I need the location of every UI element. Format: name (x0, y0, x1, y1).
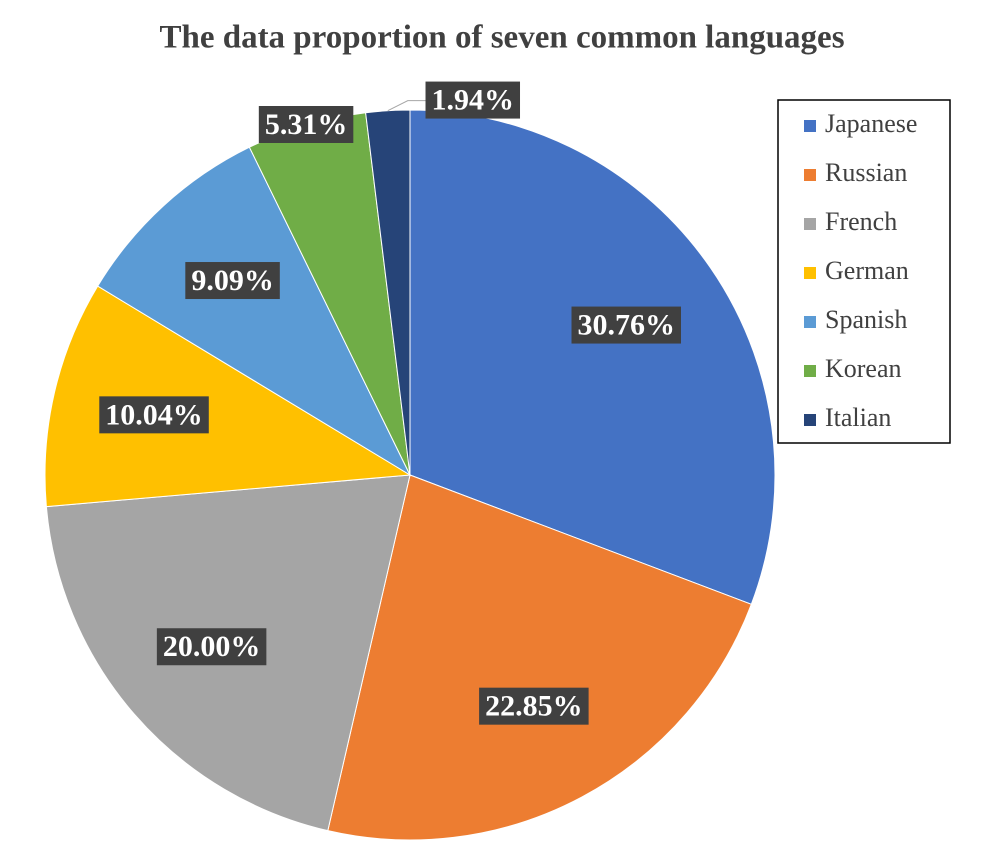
legend-label: Spanish (825, 305, 907, 334)
data-label-text: 20.00% (163, 630, 261, 663)
data-label: 10.04% (99, 396, 209, 434)
data-label-text: 1.94% (432, 84, 515, 117)
legend-label: Italian (825, 403, 891, 432)
legend-label: French (825, 207, 897, 236)
data-label-bg (156, 628, 267, 666)
pie-slice (409, 109, 776, 605)
data-label: 22.85% (479, 687, 589, 725)
leader-line (387, 100, 433, 112)
data-label-text: 22.85% (485, 690, 583, 723)
data-label: 5.31% (258, 106, 354, 144)
pie-slice (327, 474, 752, 841)
pie-slice (365, 109, 411, 476)
data-label: 30.76% (571, 306, 682, 344)
legend-label: Korean (825, 354, 902, 383)
data-label: 1.94% (425, 81, 521, 119)
data-label-bg (479, 687, 589, 725)
legend-swatch (804, 414, 816, 426)
data-label-bg (258, 106, 354, 144)
pie-slice (97, 146, 412, 477)
legend-swatch (804, 218, 816, 230)
legend-swatch (804, 267, 816, 279)
data-label-bg (185, 262, 280, 300)
pie-slice (44, 285, 412, 508)
legend-swatch (804, 365, 816, 377)
legend-swatch (804, 316, 816, 328)
data-label-bg (425, 81, 521, 119)
legend-label: Japanese (825, 109, 917, 138)
data-label: 9.09% (185, 262, 280, 300)
data-label-text: 10.04% (105, 398, 203, 431)
legend-swatch (804, 120, 816, 132)
data-label-bg (99, 396, 209, 434)
legend-swatch (804, 169, 816, 181)
legend-label: German (825, 256, 909, 285)
data-label-text: 9.09% (191, 264, 274, 297)
legend-label: Russian (825, 158, 907, 187)
data-label-bg (571, 306, 682, 344)
data-label: 20.00% (156, 628, 267, 666)
data-label-text: 5.31% (265, 108, 348, 141)
chart-title: The data proportion of seven common lang… (159, 20, 844, 56)
data-label-text: 30.76% (578, 309, 676, 342)
